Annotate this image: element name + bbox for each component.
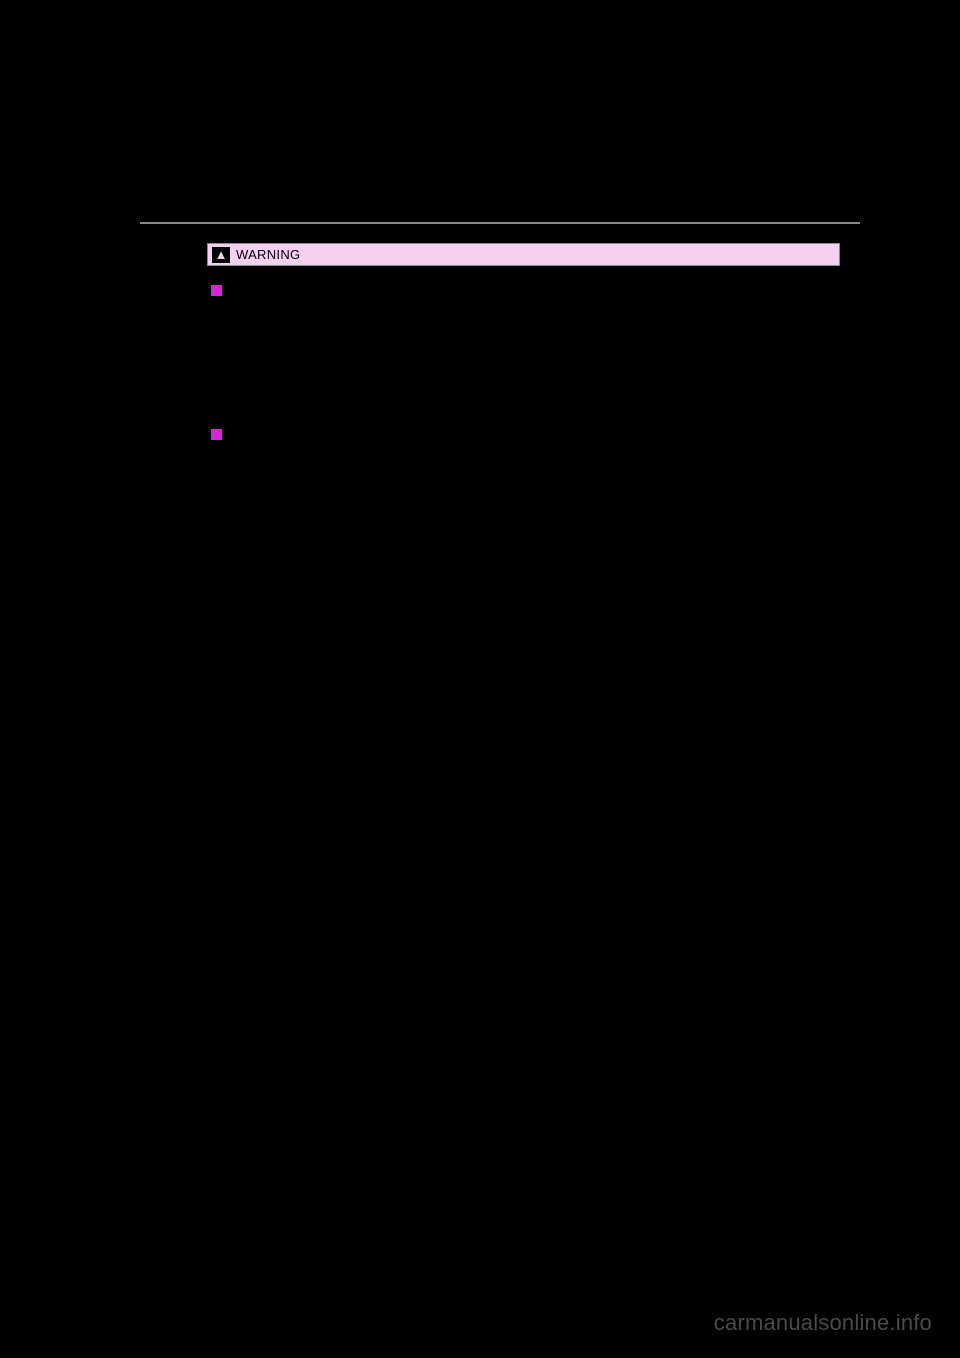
warning-label: WARNING [236, 247, 300, 262]
watermark-text: carmanualsonline.info [714, 1310, 932, 1336]
warning-icon-container: ▲ [212, 247, 230, 263]
section-divider [140, 222, 860, 224]
warning-triangle-icon: ▲ [215, 248, 228, 261]
section-bullet-2 [211, 429, 222, 440]
section-bullet-1 [211, 285, 222, 296]
warning-header-box: ▲ WARNING [207, 243, 840, 266]
page-container: ▲ WARNING carmanualsonline.info [0, 0, 960, 1358]
